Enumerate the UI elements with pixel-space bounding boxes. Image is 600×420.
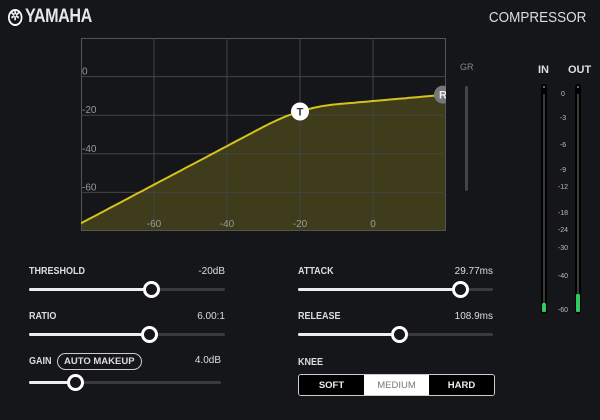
release-slider-knob[interactable] [391,326,409,343]
meter-scale-label: 0 [561,91,565,98]
in-meter-label: IN [538,64,549,76]
y-tick-label: 0 [82,67,88,78]
curve-fill [81,94,446,231]
input-meter [541,84,547,314]
threshold-label: THRESHOLD [29,266,86,277]
plugin-title: COMPRESSOR [488,9,586,26]
attack-label: ATTACK [298,266,334,277]
knee-label: KNEE [298,357,324,368]
gr-label: GR [460,62,474,72]
meter-scale-label: -24 [557,227,569,234]
attack-slider-knob[interactable] [451,281,469,298]
grid-lines [81,38,446,231]
x-tick-label: -60 [147,219,162,230]
threshold-handle-label: T [297,107,304,119]
input-meter-level [542,302,546,312]
meter-scale-label: -9 [559,167,567,174]
tuning-fork-logo-icon [8,8,23,26]
meter-scale-label: -60 [557,307,569,314]
y-tick-label: -20 [82,105,97,116]
gain-value: 4.0dB [194,355,221,366]
meter-scale-label: -6 [559,142,567,149]
out-meter-label: OUT [568,64,592,76]
output-meter [575,84,581,314]
threshold-handle[interactable]: T [291,102,309,121]
gain-reduction-meter [465,86,468,191]
meter-scale-label: -40 [557,273,569,280]
ratio-label: RATIO [29,311,57,322]
ratio-handle[interactable]: R [434,85,446,104]
x-tick-label: 0 [370,219,376,230]
x-tick-label: -40 [220,219,235,230]
gain-label: GAIN [29,356,52,367]
attack-slider[interactable] [298,281,493,298]
transfer-curve [81,93,446,225]
attack-value: 29.77ms [454,266,493,277]
knee-soft-button[interactable]: SOFT [299,375,364,395]
output-meter-level [576,294,580,312]
gain-slider-knob[interactable] [67,374,85,391]
yamaha-logo: YAMAHA [8,6,92,28]
threshold-slider-knob[interactable] [142,281,160,298]
auto-makeup-button[interactable]: AUTO MAKEUP [57,353,142,370]
knee-medium-button[interactable]: MEDIUM [364,375,429,395]
meter-scale-label: -3 [559,115,567,122]
meter-scale-label: -30 [557,245,569,252]
ratio-value: 6.00:1 [197,311,225,322]
ratio-handle-label: R [439,90,446,102]
brand-name: YAMAHA [25,6,92,27]
release-slider[interactable] [298,326,493,343]
knee-selector[interactable]: SOFT MEDIUM HARD [298,374,495,396]
graph-border [81,38,446,231]
knee-hard-button[interactable]: HARD [429,375,494,395]
release-value: 108.9ms [454,311,493,322]
transfer-curve-graph[interactable]: -60 -40 -20 0 0 -20 -40 -60 T R [81,38,446,231]
meter-scale-label: -18 [557,210,569,217]
y-tick-label: -40 [82,144,97,155]
y-tick-label: -60 [82,182,97,193]
ratio-slider[interactable] [29,326,225,343]
threshold-value: -20dB [198,266,225,277]
meter-scale-label: -12 [557,184,569,191]
release-label: RELEASE [298,311,341,322]
ratio-slider-knob[interactable] [140,326,158,343]
x-tick-label: -20 [293,219,308,230]
gain-slider[interactable] [29,374,221,391]
threshold-slider[interactable] [29,281,225,298]
